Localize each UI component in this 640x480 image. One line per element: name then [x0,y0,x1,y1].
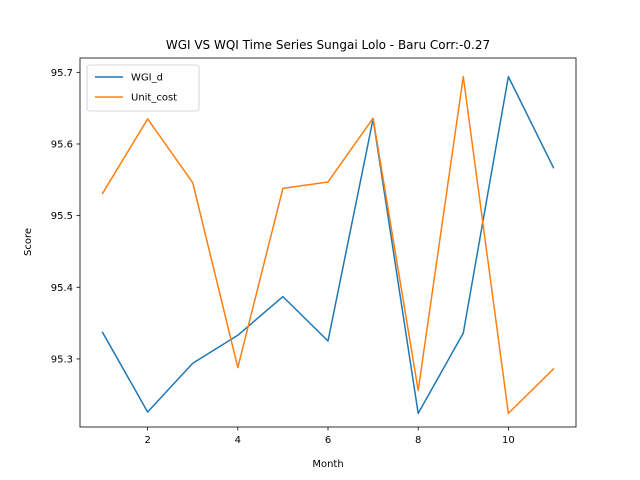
y-tick-label: 95.6 [51,139,73,150]
x-tick-label: 8 [415,435,421,446]
y-axis-label: Score [23,228,34,256]
y-tick-label: 95.7 [51,68,73,79]
x-tick-label: 6 [325,435,331,446]
legend-label-Unit_cost: Unit_cost [131,93,177,104]
x-tick-label: 2 [144,435,150,446]
series-line-WGI_d [101,75,555,415]
series-line-Unit_cost [101,75,555,415]
chart-title: WGI VS WQI Time Series Sungai Lolo - Bar… [166,38,490,52]
y-tick-label: 95.3 [51,354,73,365]
x-axis-label: Month [312,459,343,470]
x-tick-label: 10 [502,435,515,446]
plot-area: 2 4 6 8 10 95.3 95.4 95.5 95.6 95.7 WGI_d Unit_cost [51,57,577,446]
y-tick-label: 95.5 [51,211,73,222]
legend-label-WGI_d: WGI_d [131,73,163,84]
y-tick-label: 95.4 [51,283,73,294]
x-tick-label: 4 [235,435,241,446]
